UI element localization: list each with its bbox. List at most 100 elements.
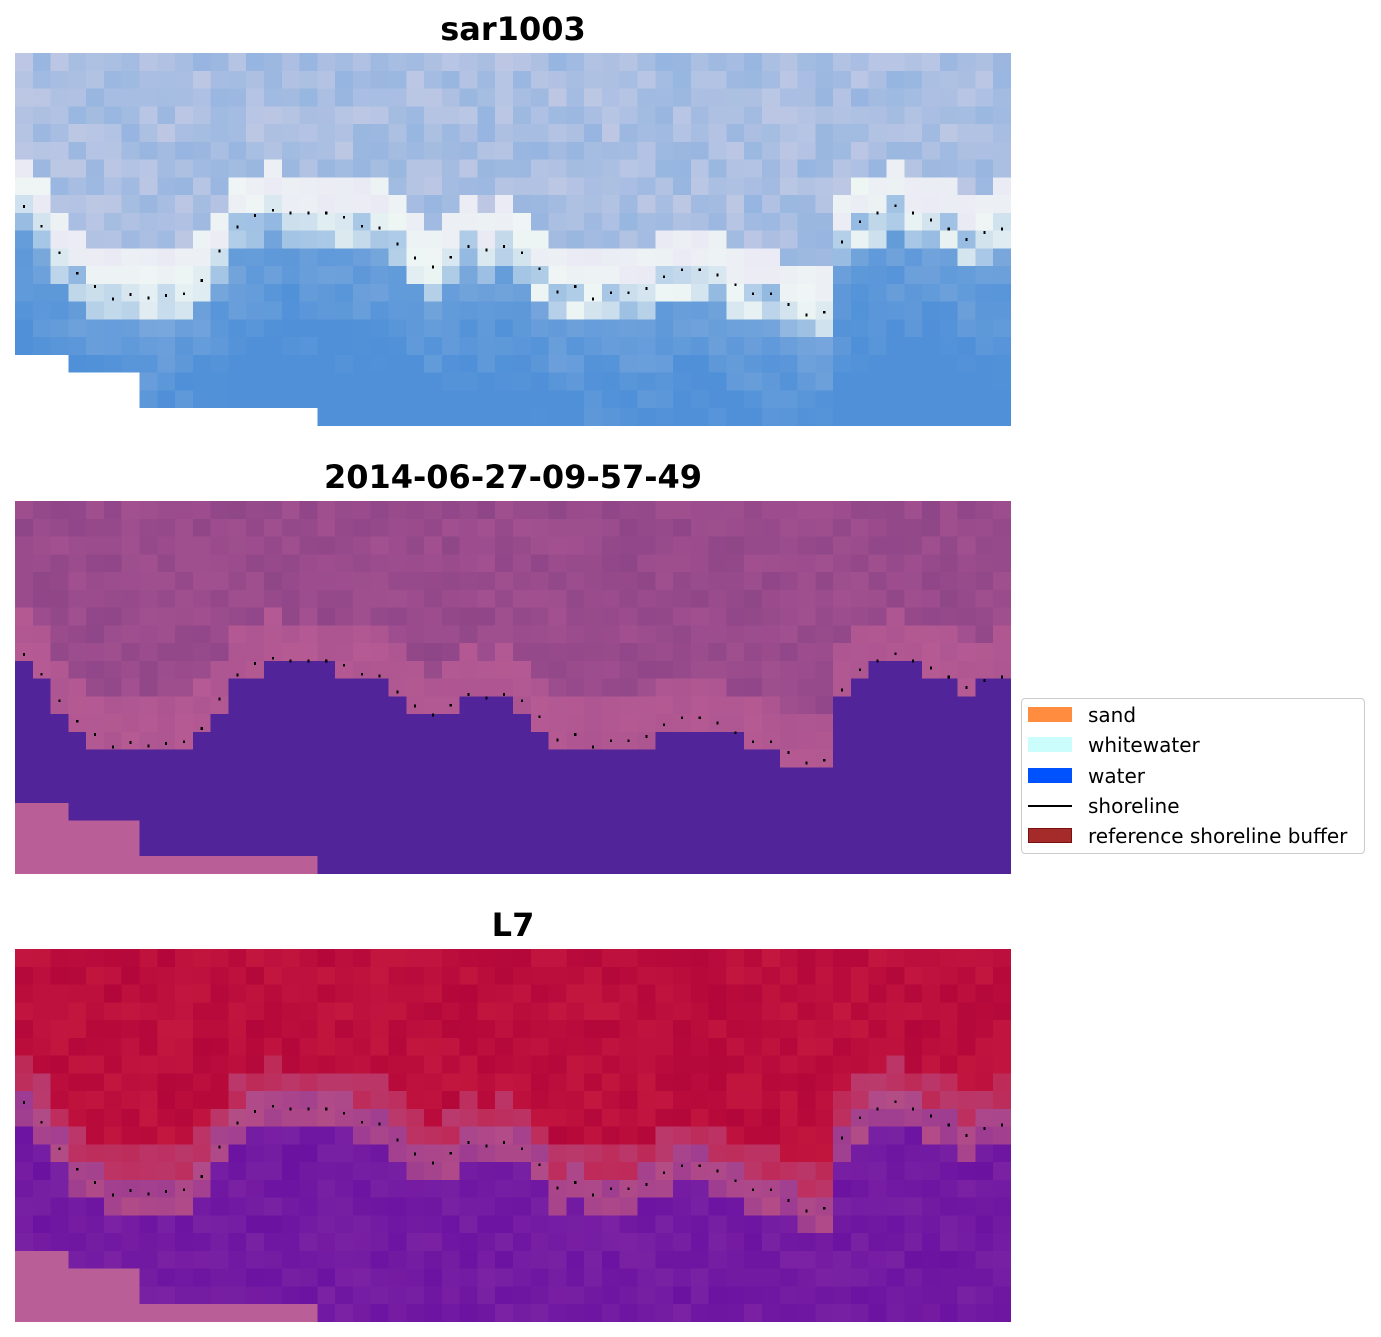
pixel [762, 70, 781, 89]
pixel [975, 1055, 994, 1074]
pixel [868, 390, 887, 409]
pixel [939, 660, 958, 679]
pixel [922, 1179, 941, 1199]
pixel [513, 554, 532, 573]
pixel [904, 195, 923, 214]
pixel [15, 88, 34, 107]
pixel [157, 678, 176, 697]
pixel [103, 1144, 123, 1163]
pixel [477, 106, 496, 125]
pixel [975, 53, 994, 72]
pixel [192, 767, 211, 786]
pixel [477, 319, 496, 338]
pixel [886, 1179, 905, 1199]
pixel [264, 1020, 283, 1039]
pixel [281, 785, 300, 804]
pixel [850, 70, 870, 89]
pixel [886, 1144, 905, 1163]
pixel [459, 354, 478, 374]
pixel [690, 984, 709, 1003]
pixel [513, 1268, 532, 1287]
pixel [352, 856, 372, 874]
pixel [993, 106, 1011, 125]
pixel [815, 572, 834, 591]
pixel [68, 802, 87, 822]
pixel [673, 678, 692, 697]
pixel [86, 372, 105, 391]
pixel [886, 88, 905, 107]
pixel [424, 1250, 443, 1270]
pixel [797, 88, 816, 107]
pixel [904, 749, 923, 768]
pixel [424, 1215, 443, 1234]
shoreline-point [663, 723, 666, 727]
pixel [210, 749, 229, 768]
pixel [352, 1304, 372, 1322]
pixel [228, 1002, 247, 1021]
pixel [103, 283, 123, 303]
pixel [779, 301, 798, 320]
pixel [352, 70, 372, 89]
shoreline-point [254, 214, 257, 217]
pixel [192, 1002, 211, 1021]
shoreline-point [769, 292, 772, 296]
pixel [637, 195, 656, 214]
pixel [904, 785, 923, 804]
pixel [335, 141, 354, 160]
pixel [210, 589, 229, 608]
pixel [797, 283, 816, 303]
pixel [726, 1162, 745, 1181]
pixel [868, 319, 887, 338]
pixel [850, 1020, 870, 1039]
pixel [388, 820, 407, 839]
pixel [424, 1197, 443, 1216]
pixel [530, 230, 549, 249]
pixel [175, 696, 194, 715]
pixel [548, 660, 567, 679]
pixel [833, 212, 852, 231]
pixel [815, 838, 834, 857]
pixel [708, 1304, 727, 1322]
pixel [975, 607, 994, 626]
pixel [939, 1126, 958, 1145]
pixel [939, 1215, 958, 1234]
pixel [32, 731, 51, 751]
pixel [264, 1144, 283, 1163]
pixel [868, 1144, 887, 1163]
pixel [352, 1091, 372, 1110]
pixel [406, 141, 425, 160]
pixel [601, 1091, 621, 1110]
pixel [210, 53, 229, 72]
pixel [779, 1179, 798, 1199]
pixel [619, 53, 638, 72]
pixel [495, 678, 514, 697]
pixel [352, 354, 372, 374]
pixel [797, 820, 816, 839]
pixel [50, 70, 69, 89]
pixel [441, 159, 460, 178]
pixel [139, 230, 158, 249]
pixel [993, 1197, 1011, 1216]
pixel [744, 501, 763, 520]
pixel [513, 536, 532, 555]
pixel [957, 856, 976, 874]
pixel [815, 731, 834, 751]
panel-title: sar1003 [440, 10, 586, 48]
pixel [619, 1144, 638, 1163]
pixel [441, 1020, 460, 1039]
pixel [868, 354, 887, 374]
pixel [68, 283, 87, 303]
pixel [121, 572, 140, 591]
pixel [530, 714, 549, 733]
pixel [15, 70, 34, 89]
pixel [32, 660, 51, 679]
pixel [228, 966, 247, 985]
pixel [50, 1215, 69, 1234]
shoreline-point [787, 302, 790, 306]
pixel [406, 106, 425, 125]
pixel [210, 696, 229, 715]
legend: sand whitewater water shoreline referenc… [1021, 698, 1365, 854]
pixel [904, 124, 923, 143]
pixel [922, 536, 941, 555]
pixel [406, 177, 425, 196]
